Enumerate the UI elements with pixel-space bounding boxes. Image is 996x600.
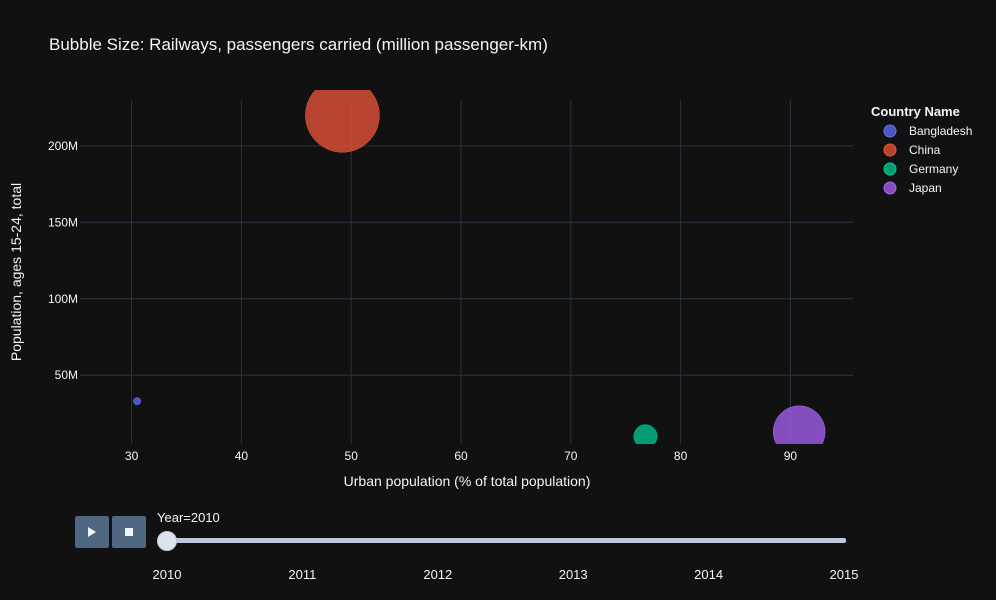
x-tick-label: 50: [345, 449, 359, 463]
legend-title: Country Name: [871, 104, 960, 119]
bubble-china[interactable]: [305, 78, 380, 153]
y-tick-label: 50M: [55, 368, 78, 382]
x-tick-label: 80: [674, 449, 688, 463]
slider-step-label[interactable]: 2013: [558, 567, 588, 582]
legend-marker-germany: [883, 162, 897, 176]
legend: Country Name Bangladesh China Germany Japan: [871, 104, 972, 195]
bubble-germany[interactable]: [633, 424, 658, 448]
slider-current-value: Year=2010: [157, 510, 220, 525]
legend-item-germany[interactable]: Germany: [909, 162, 958, 176]
slider-step-label[interactable]: 2015: [829, 567, 859, 582]
y-tick-label: 200M: [48, 139, 78, 153]
chart-title: Bubble Size: Railways, passengers carrie…: [49, 35, 548, 54]
tick-layer: 30 40 50 60 70 80 90 50M 100M 150M 200M: [48, 139, 797, 463]
bubble-bangladesh[interactable]: [133, 397, 142, 406]
year-slider-handle[interactable]: [157, 531, 177, 551]
play-icon: [88, 527, 96, 537]
x-axis-title: Urban population (% of total population): [344, 473, 591, 489]
legend-marker-china: [883, 143, 897, 157]
slider-step-label[interactable]: 2010: [152, 567, 182, 582]
x-tick-label: 40: [235, 449, 249, 463]
play-button[interactable]: [75, 516, 109, 548]
slider-step-label[interactable]: 2011: [288, 567, 317, 582]
bubble-japan[interactable]: [772, 405, 826, 458]
legend-item-china[interactable]: China: [909, 143, 941, 157]
y-tick-label: 150M: [48, 215, 78, 229]
stop-icon: [125, 528, 133, 536]
x-tick-label: 70: [564, 449, 578, 463]
marks-layer: [133, 78, 826, 458]
legend-marker-japan: [883, 181, 897, 195]
x-tick-label: 90: [784, 449, 798, 463]
legend-item-japan[interactable]: Japan: [909, 181, 942, 195]
grid-layer: [80, 100, 853, 444]
legend-marker-bangladesh: [883, 124, 897, 138]
slider-step-label[interactable]: 2012: [423, 567, 453, 582]
year-slider-rail[interactable]: [165, 538, 846, 543]
x-tick-label: 60: [454, 449, 468, 463]
slider-step-label[interactable]: 2014: [694, 567, 724, 582]
y-tick-label: 100M: [48, 292, 78, 306]
legend-item-bangladesh[interactable]: Bangladesh: [909, 124, 972, 138]
x-tick-label: 30: [125, 449, 139, 463]
y-axis-title: Population, ages 15-24, total: [8, 183, 24, 361]
stop-button[interactable]: [112, 516, 146, 548]
